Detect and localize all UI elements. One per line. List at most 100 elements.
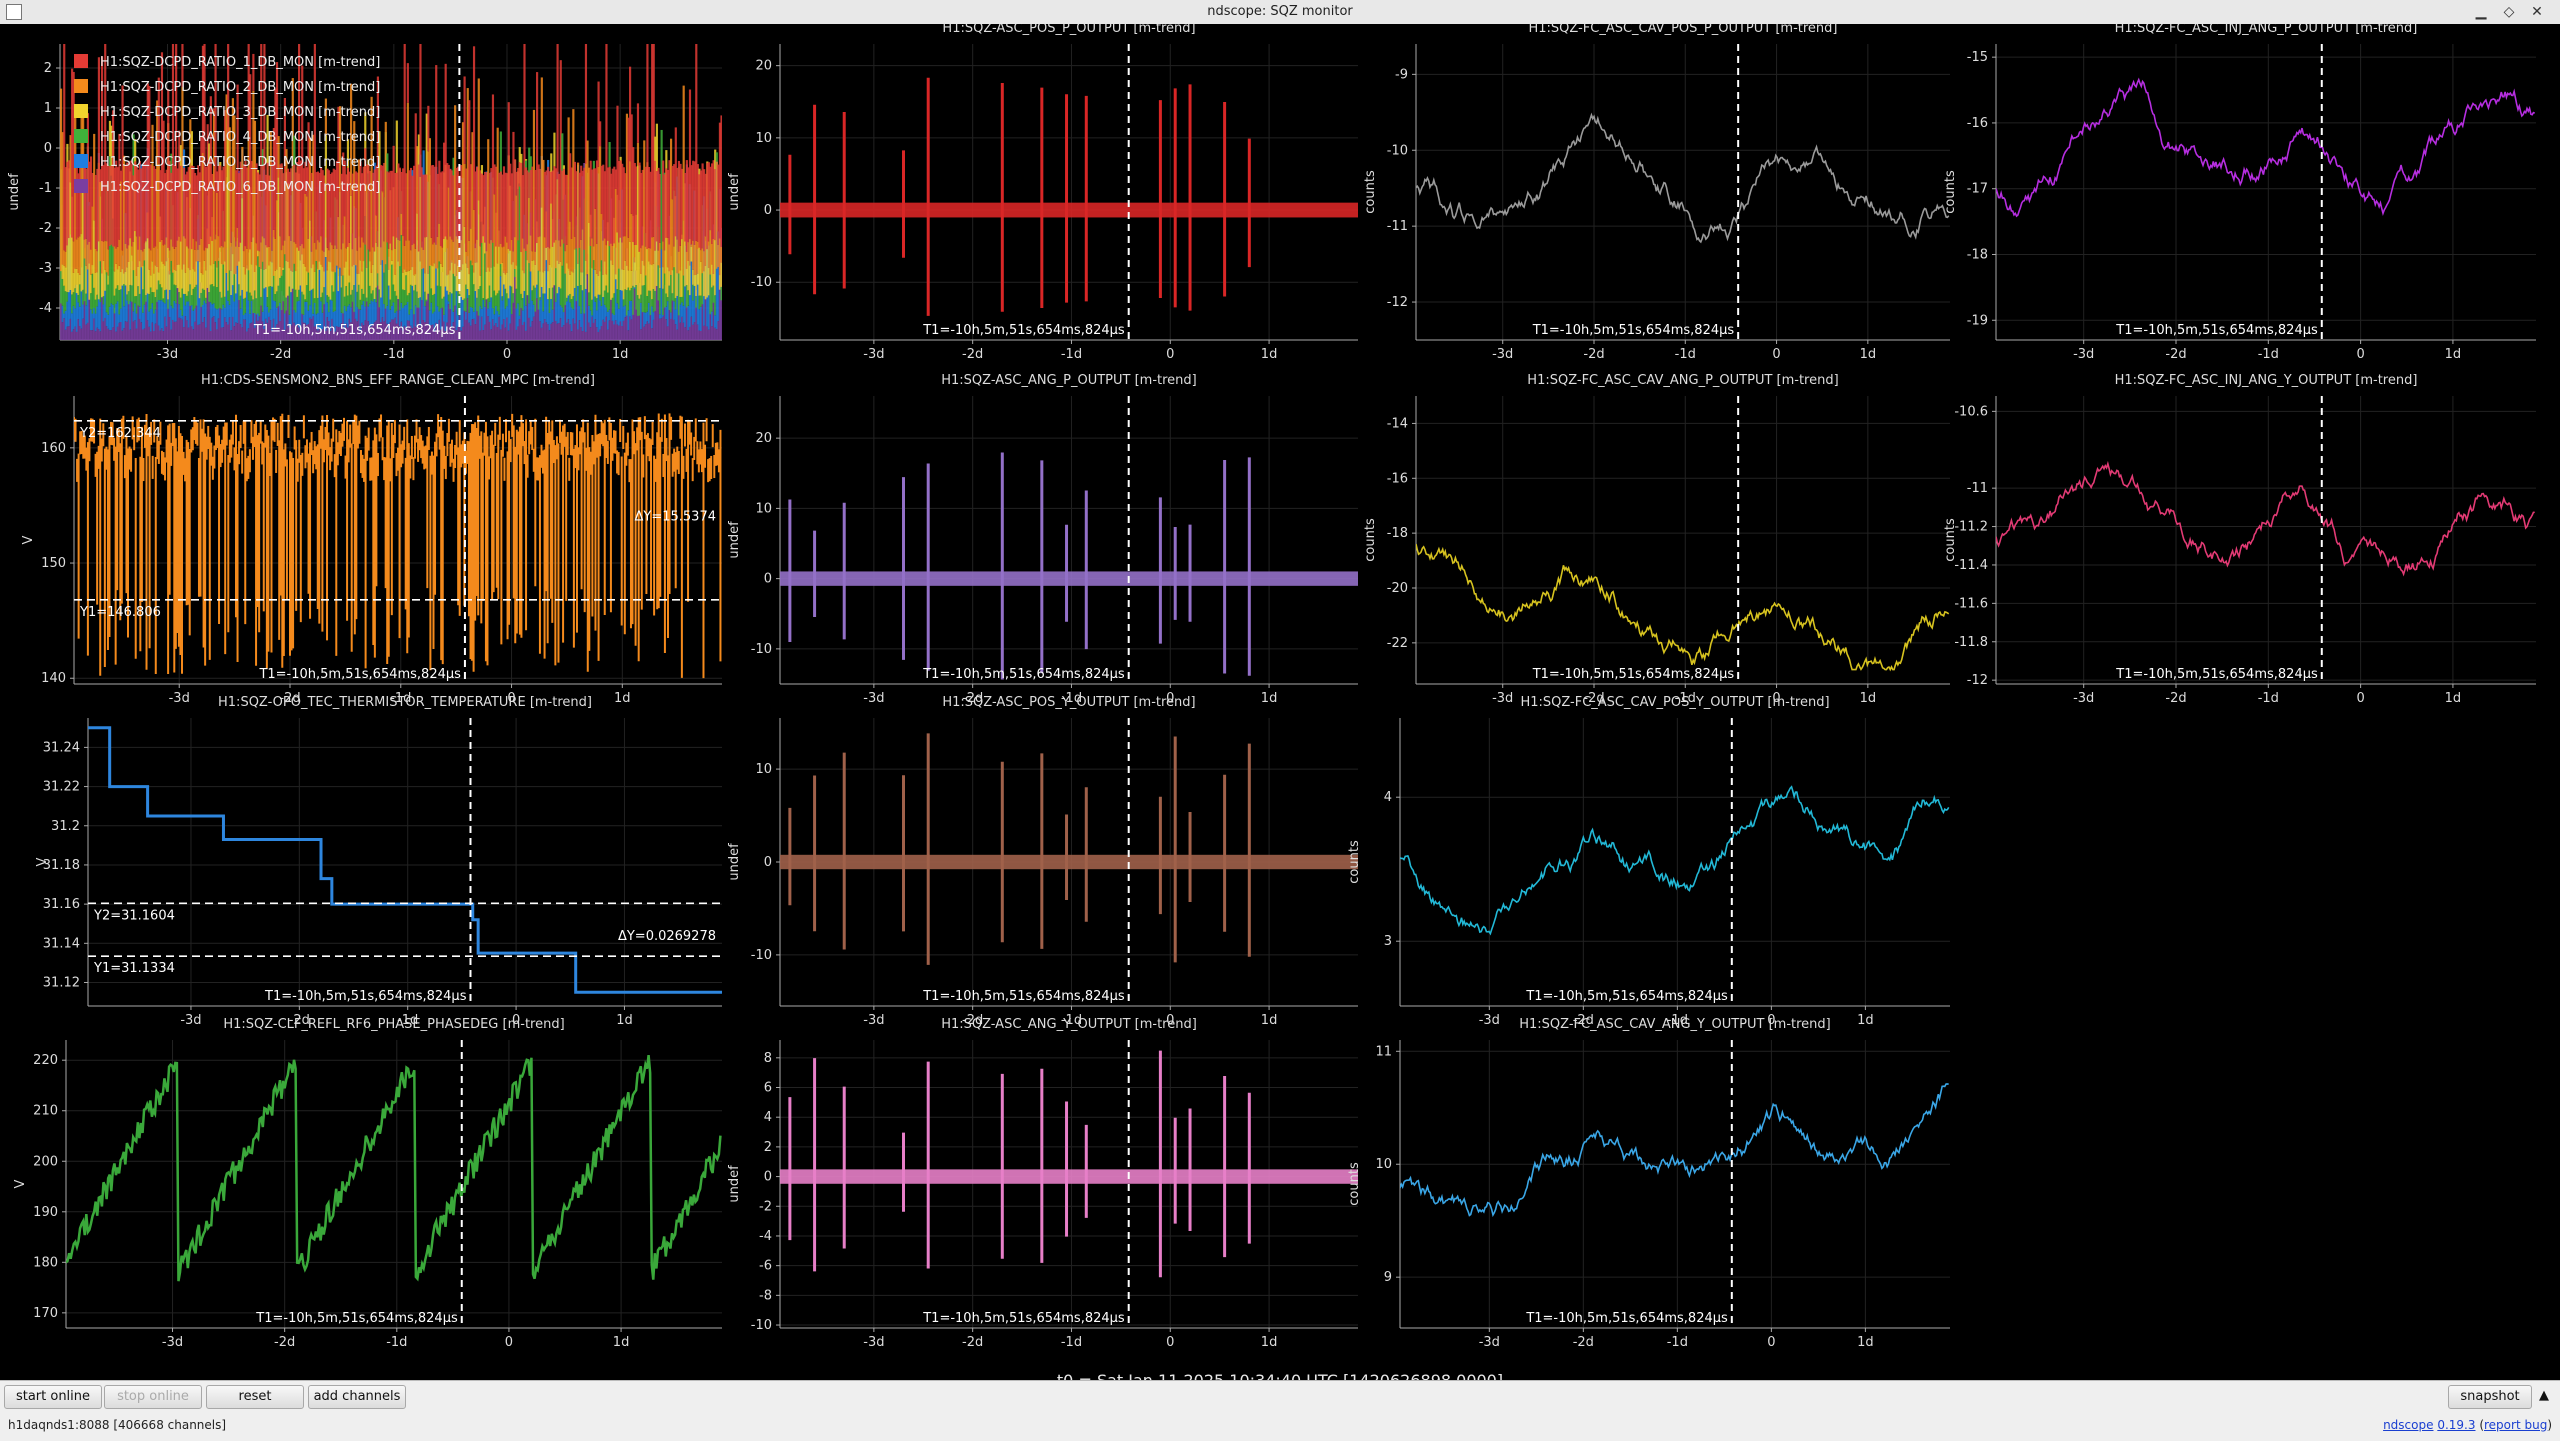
trace-line — [1996, 464, 2535, 574]
y-tick-label: 140 — [41, 671, 66, 686]
t1-cursor-label: T1=-10h,5m,51s,654ms,824μs — [258, 667, 461, 682]
x-tick-label: -3d — [180, 1013, 201, 1028]
window-title: ndscope: SQZ monitor — [0, 4, 2560, 19]
trace-group — [780, 78, 1358, 316]
trace-group — [1996, 80, 2535, 216]
trace-line — [66, 1055, 720, 1281]
x-tick-label: 1d — [616, 1013, 633, 1028]
y-axis-label: undef — [727, 173, 742, 211]
plot-title: H1:SQZ-FC_ASC_CAV_POS_P_OUTPUT [m-trend] — [1528, 24, 1837, 36]
y-tick-label: -8 — [759, 1288, 772, 1303]
x-tick-label: -3d — [157, 347, 178, 362]
y-tick-label: -11 — [1387, 219, 1408, 234]
plot-title: H1:SQZ-OPO_TEC_THERMISTOR_TEMPERATURE [m… — [218, 695, 592, 710]
add-channels-button[interactable]: add channels — [308, 1385, 406, 1409]
y-tick-label: 11 — [1375, 1044, 1392, 1059]
y-axis-label: counts — [1363, 170, 1378, 214]
y-tick-label: -11.2 — [1954, 520, 1988, 535]
x-tick-label: -3d — [162, 1335, 183, 1350]
y-axis-label: undef — [727, 521, 742, 559]
t1-cursor-label: T1=-10h,5m,51s,654ms,824μs — [253, 323, 456, 338]
y-tick-label: 220 — [33, 1053, 58, 1068]
version-info: ndscope 0.19.3 (report bug) — [2383, 1418, 2552, 1432]
y-tick-label: -17 — [1967, 182, 1988, 197]
y-tick-label: 31.2 — [51, 819, 80, 834]
y-tick-label: 31.12 — [43, 975, 80, 990]
dcpd-band — [464, 76, 466, 164]
y-tick-label: 31.24 — [43, 740, 80, 755]
y-axis-label: counts — [1347, 1162, 1362, 1206]
y-tick-label: -10 — [751, 642, 772, 657]
x-tick-label: 1d — [1860, 691, 1877, 706]
x-tick-label: 1d — [1857, 1335, 1874, 1350]
plot-title: H1:SQZ-FC_ASC_CAV_POS_Y_OUTPUT [m-trend] — [1520, 695, 1829, 710]
y-tick-label: 0 — [764, 572, 772, 587]
legend-swatch — [74, 129, 88, 143]
x-tick-label: -2d — [1573, 1335, 1594, 1350]
y-axis-label: undef — [727, 843, 742, 881]
trace-group — [1400, 787, 1949, 934]
y-tick-label: -11 — [1967, 481, 1988, 496]
snapshot-button[interactable]: snapshot — [2448, 1385, 2532, 1409]
plot-inj_y: H1:SQZ-FC_ASC_INJ_ANG_Y_OUTPUT [m-trend]… — [1943, 373, 2536, 706]
y-tick-label: 3 — [1384, 934, 1392, 949]
trace-line — [1400, 787, 1949, 934]
plot-pos_p: H1:SQZ-ASC_POS_P_OUTPUT [m-trend]undef20… — [727, 24, 1358, 362]
y-tick-label: 4 — [1384, 790, 1392, 805]
stop-online-button[interactable]: stop online — [104, 1385, 202, 1409]
y2-cursor-label: Y2=162.344 — [79, 426, 161, 441]
x-tick-label: 1d — [614, 691, 631, 706]
x-tick-label: 0 — [1166, 347, 1174, 362]
t1-cursor-label: T1=-10h,5m,51s,654ms,824μs — [922, 989, 1125, 1004]
x-tick-label: 1d — [612, 347, 629, 362]
x-tick-label: -3d — [863, 691, 884, 706]
minimize-icon[interactable]: ▁ — [2472, 3, 2490, 21]
report-bug-link[interactable]: report bug — [2484, 1418, 2547, 1432]
dcpd-band — [637, 103, 639, 142]
reset-button[interactable]: reset — [206, 1385, 304, 1409]
trace-band — [780, 571, 1358, 585]
y-axis-label: undef — [727, 1165, 742, 1203]
y-tick-label: 0 — [764, 855, 772, 870]
x-tick-label: -2d — [274, 1335, 295, 1350]
y-tick-label: 2 — [764, 1140, 772, 1155]
plot-title: H1:SQZ-FC_ASC_CAV_ANG_P_OUTPUT [m-trend] — [1527, 373, 1838, 388]
close-icon[interactable]: ✕ — [2528, 3, 2546, 21]
x-tick-label: -1d — [383, 347, 404, 362]
collapse-up-icon[interactable]: ▲ — [2534, 1385, 2554, 1407]
dcpd-band — [419, 44, 421, 177]
y-tick-label: 170 — [33, 1306, 58, 1321]
y-tick-label: 1 — [44, 101, 52, 116]
y-tick-label: -10 — [751, 948, 772, 963]
plot-ang_p: H1:SQZ-ASC_ANG_P_OUTPUT [m-trend]undef20… — [727, 373, 1358, 706]
plot-pos_y: H1:SQZ-ASC_POS_Y_OUTPUT [m-trend]undef10… — [727, 695, 1358, 1028]
t1-cursor-label: T1=-10h,5m,51s,654ms,824μs — [1532, 323, 1735, 338]
y-tick-label: -12 — [1387, 295, 1408, 310]
y2-cursor-label: Y2=31.1604 — [93, 908, 175, 923]
y-tick-label: 31.16 — [43, 897, 80, 912]
t1-cursor-label: T1=-10h,5m,51s,654ms,824μs — [264, 989, 467, 1004]
maximize-icon[interactable]: ◇ — [2500, 3, 2518, 21]
legend-swatch — [74, 54, 88, 68]
trace-band — [780, 1169, 1358, 1183]
x-tick-label: 1d — [1857, 1013, 1874, 1028]
version-link[interactable]: 0.19.3 — [2437, 1418, 2475, 1432]
x-tick-label: -3d — [1492, 691, 1513, 706]
x-tick-label: 0 — [1166, 1335, 1174, 1350]
dcpd-band — [716, 152, 718, 161]
dcpd-band — [720, 115, 722, 246]
y-tick-label: -19 — [1967, 313, 1988, 328]
y-tick-label: -4 — [759, 1229, 772, 1244]
x-tick-label: 1d — [2445, 347, 2462, 362]
start-online-button[interactable]: start online — [4, 1385, 102, 1409]
y-axis-label: V — [13, 1179, 28, 1188]
trace-line — [1416, 544, 1949, 670]
y-tick-label: 190 — [33, 1205, 58, 1220]
title-bar: ndscope: SQZ monitor ▁ ◇ ✕ — [0, 0, 2560, 25]
y-tick-label: 31.18 — [43, 858, 80, 873]
trace-group — [780, 453, 1358, 680]
ndscope-link[interactable]: ndscope — [2383, 1418, 2433, 1432]
x-tick-label: 0 — [2356, 691, 2364, 706]
